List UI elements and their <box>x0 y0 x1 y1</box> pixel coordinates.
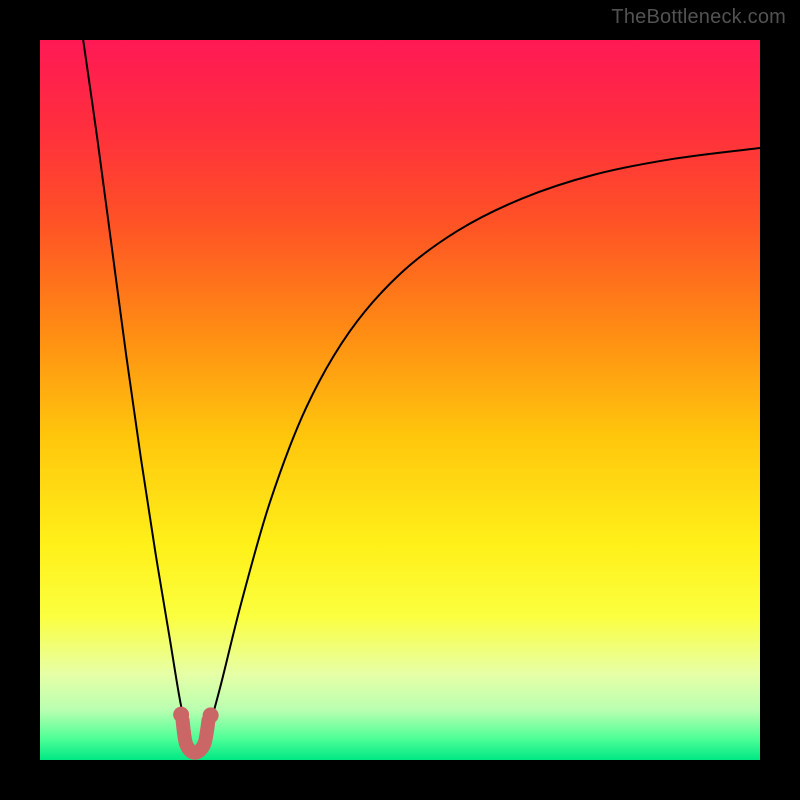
watermark-text: TheBottleneck.com <box>611 6 786 29</box>
plot-area <box>40 40 760 760</box>
gradient-background <box>40 40 760 760</box>
chart-svg <box>40 40 760 760</box>
